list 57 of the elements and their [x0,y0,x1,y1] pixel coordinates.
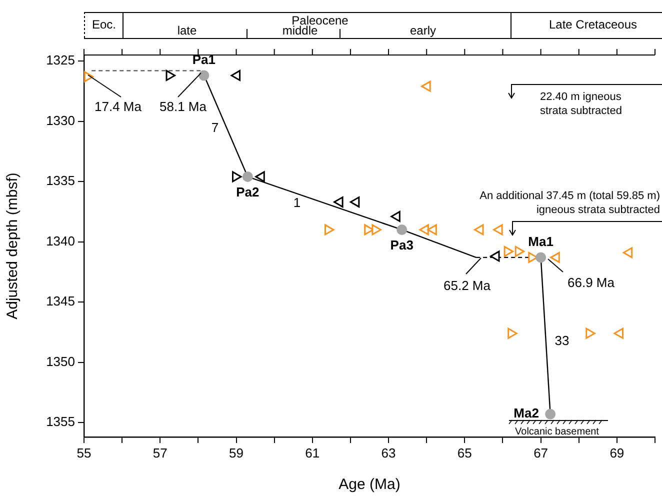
point [230,70,241,81]
point [255,171,265,182]
point [350,196,360,208]
point [490,250,500,262]
x-tick-label: 59 [229,445,244,460]
data-label: Ma1 [528,234,554,250]
y-tick-label: 1345 [46,294,75,309]
data-label: Pa1 [192,52,216,68]
point [493,224,503,236]
data-label: Ma2 [514,406,539,421]
point [242,171,253,182]
point [536,252,546,263]
annotation: An additional 37.45 m (total 59.85 m) igneous strata subtracted [480,189,660,217]
text: late [177,24,197,38]
annotation: 33 [554,333,570,349]
text: early [410,24,436,38]
x-tick-label: 61 [305,445,320,460]
annotation: 65.2 Ma [444,278,490,294]
point [614,328,624,339]
y-tick-label: 1340 [46,233,75,248]
point [198,70,210,81]
y-axis-title: Adjusted depth (mbsf) [4,172,22,320]
x-tick-label: 65 [457,445,472,460]
y-tick-label: 1325 [46,52,75,68]
annotation: 17.4 Ma [94,99,142,115]
annotation: 66.9 Ma [568,275,614,291]
annotation: 7 [211,120,219,136]
y-tick-label: 1350 [46,354,75,369]
point [474,224,484,236]
annotation: Volcanic basement [515,426,599,438]
point [166,70,176,81]
point [622,247,633,258]
data-label: Pa3 [390,237,414,252]
point [390,210,400,222]
annotation: 1 [293,195,301,211]
y-tick-label: 1335 [46,173,75,188]
point [396,224,408,235]
text: Late Cretaceous [548,18,638,32]
x-tick-label: 69 [610,445,624,460]
x-tick-label: 55 [76,445,92,460]
point [550,252,560,263]
y-tick-label: 1330 [46,112,75,128]
point [427,224,437,236]
point [421,80,431,92]
annotation: 22.40 m igneous strata subtracted [540,90,622,118]
point [334,196,344,208]
x-tick-label: 67 [534,445,548,460]
y-tick-label: 1355 [46,414,75,430]
text: Eoc. [92,18,116,32]
point [419,224,429,236]
x-tick-label: 57 [152,445,168,460]
point [545,408,556,420]
annotation: 58.1 Ma [160,99,206,115]
data-label: Pa2 [236,184,260,200]
x-axis-title: Age (Ma) [338,476,400,494]
x-tick-label: 63 [381,445,396,460]
text: middle [282,24,318,38]
